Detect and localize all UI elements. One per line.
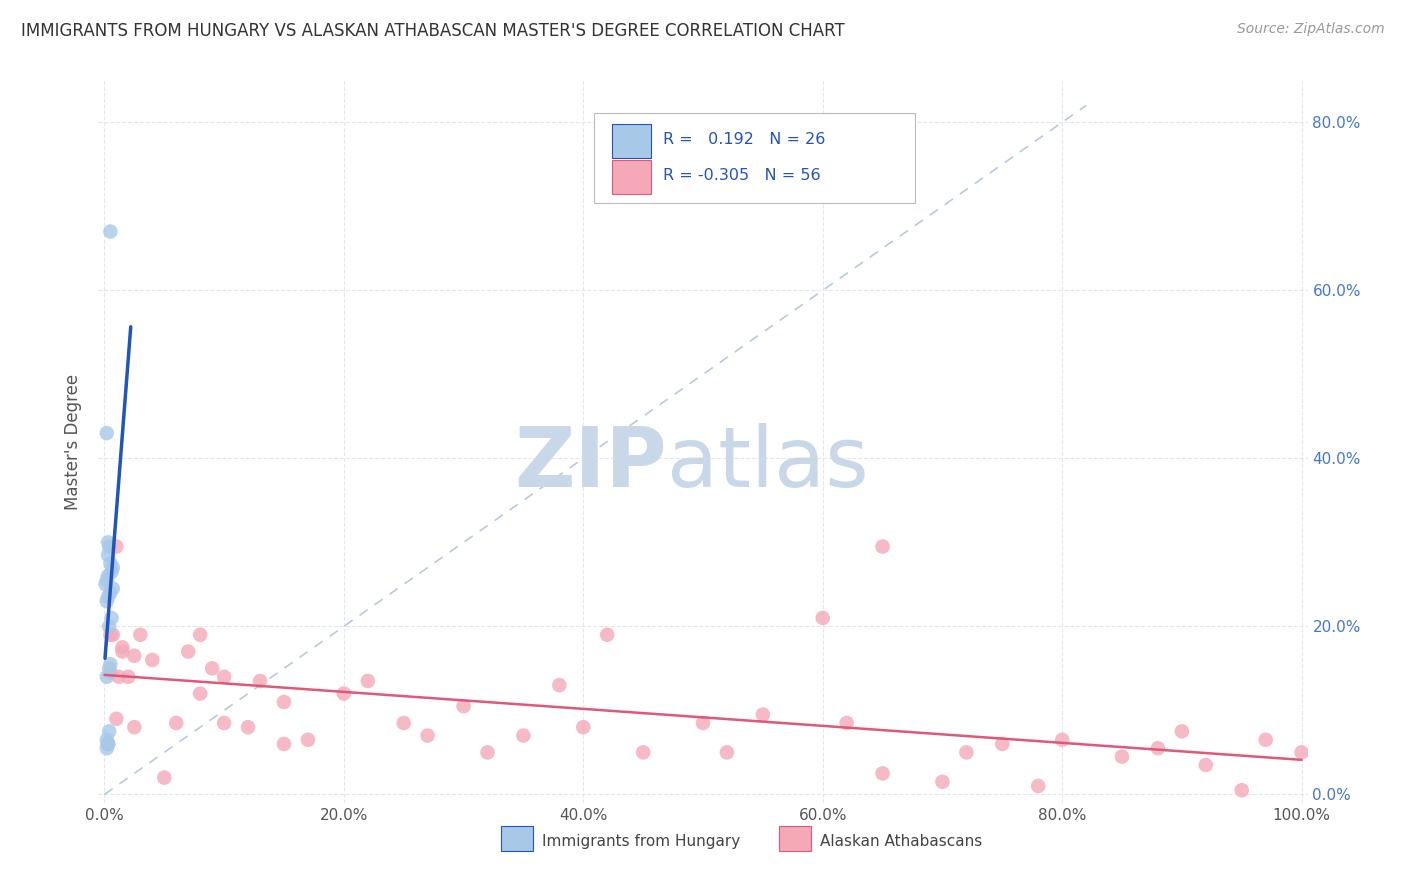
Point — [1195, 758, 1218, 772]
Point — [101, 560, 124, 574]
Point — [107, 670, 129, 684]
Point — [96, 741, 118, 756]
Point — [1050, 732, 1073, 747]
Point — [416, 729, 439, 743]
Point — [97, 737, 120, 751]
Point — [297, 732, 319, 747]
Point — [100, 565, 122, 579]
Text: ZIP: ZIP — [515, 423, 666, 504]
Point — [101, 628, 124, 642]
Point — [96, 594, 118, 608]
Point — [931, 774, 953, 789]
Point — [111, 640, 134, 655]
Point — [124, 648, 146, 663]
Point — [512, 729, 534, 743]
Point — [692, 716, 714, 731]
Point — [357, 673, 380, 688]
Point — [872, 766, 894, 780]
Point — [98, 661, 121, 675]
Point — [236, 720, 259, 734]
Point — [188, 628, 211, 642]
FancyBboxPatch shape — [613, 124, 651, 158]
Point — [101, 582, 124, 596]
FancyBboxPatch shape — [613, 161, 651, 194]
Point — [477, 745, 499, 759]
Point — [97, 569, 120, 583]
Point — [111, 644, 134, 658]
Point — [153, 771, 176, 785]
Point — [1230, 783, 1253, 797]
Point — [1026, 779, 1049, 793]
Text: IMMIGRANTS FROM HUNGARY VS ALASKAN ATHABASCAN MASTER'S DEGREE CORRELATION CHART: IMMIGRANTS FROM HUNGARY VS ALASKAN ATHAB… — [21, 22, 845, 40]
Point — [98, 724, 121, 739]
Point — [811, 611, 834, 625]
Point — [1254, 732, 1277, 747]
Text: Alaskan Athabascans: Alaskan Athabascans — [820, 834, 983, 849]
Point — [98, 619, 121, 633]
Point — [94, 577, 117, 591]
Text: Source: ZipAtlas.com: Source: ZipAtlas.com — [1237, 22, 1385, 37]
Point — [100, 628, 122, 642]
Point — [100, 225, 122, 239]
Point — [453, 699, 475, 714]
Point — [97, 535, 120, 549]
Point — [201, 661, 224, 675]
Point — [1291, 745, 1313, 759]
Point — [991, 737, 1014, 751]
Point — [596, 628, 619, 642]
Point — [141, 653, 163, 667]
Text: R =   0.192   N = 26: R = 0.192 N = 26 — [664, 132, 825, 147]
Point — [100, 665, 122, 680]
Point — [716, 745, 738, 759]
Point — [97, 548, 120, 562]
Point — [96, 426, 118, 441]
Point — [97, 590, 120, 604]
Point — [117, 670, 139, 684]
Point — [1111, 749, 1133, 764]
Point — [105, 540, 128, 554]
Text: R = -0.305   N = 56: R = -0.305 N = 56 — [664, 168, 821, 183]
Point — [97, 737, 120, 751]
Point — [249, 673, 271, 688]
Point — [273, 737, 295, 751]
Point — [100, 611, 122, 625]
Text: Immigrants from Hungary: Immigrants from Hungary — [543, 834, 741, 849]
Point — [1147, 741, 1170, 756]
Y-axis label: Master's Degree: Master's Degree — [65, 374, 83, 509]
Point — [273, 695, 295, 709]
Point — [572, 720, 595, 734]
Point — [631, 745, 654, 759]
Point — [333, 687, 356, 701]
FancyBboxPatch shape — [595, 112, 915, 203]
Point — [105, 712, 128, 726]
Point — [96, 573, 118, 587]
Point — [96, 670, 118, 684]
Point — [835, 716, 858, 731]
Point — [752, 707, 775, 722]
Point — [188, 687, 211, 701]
FancyBboxPatch shape — [779, 826, 811, 851]
Point — [97, 737, 120, 751]
Point — [100, 586, 122, 600]
Text: atlas: atlas — [666, 423, 869, 504]
Point — [1171, 724, 1194, 739]
Point — [98, 540, 121, 554]
Point — [100, 557, 122, 571]
Point — [124, 720, 146, 734]
Point — [129, 628, 152, 642]
Point — [872, 540, 894, 554]
Point — [165, 716, 187, 731]
Point — [955, 745, 977, 759]
Point — [392, 716, 415, 731]
Point — [100, 657, 122, 672]
Point — [212, 716, 235, 731]
Point — [548, 678, 571, 692]
FancyBboxPatch shape — [501, 826, 533, 851]
Point — [212, 670, 235, 684]
Point — [96, 732, 118, 747]
Point — [177, 644, 200, 658]
